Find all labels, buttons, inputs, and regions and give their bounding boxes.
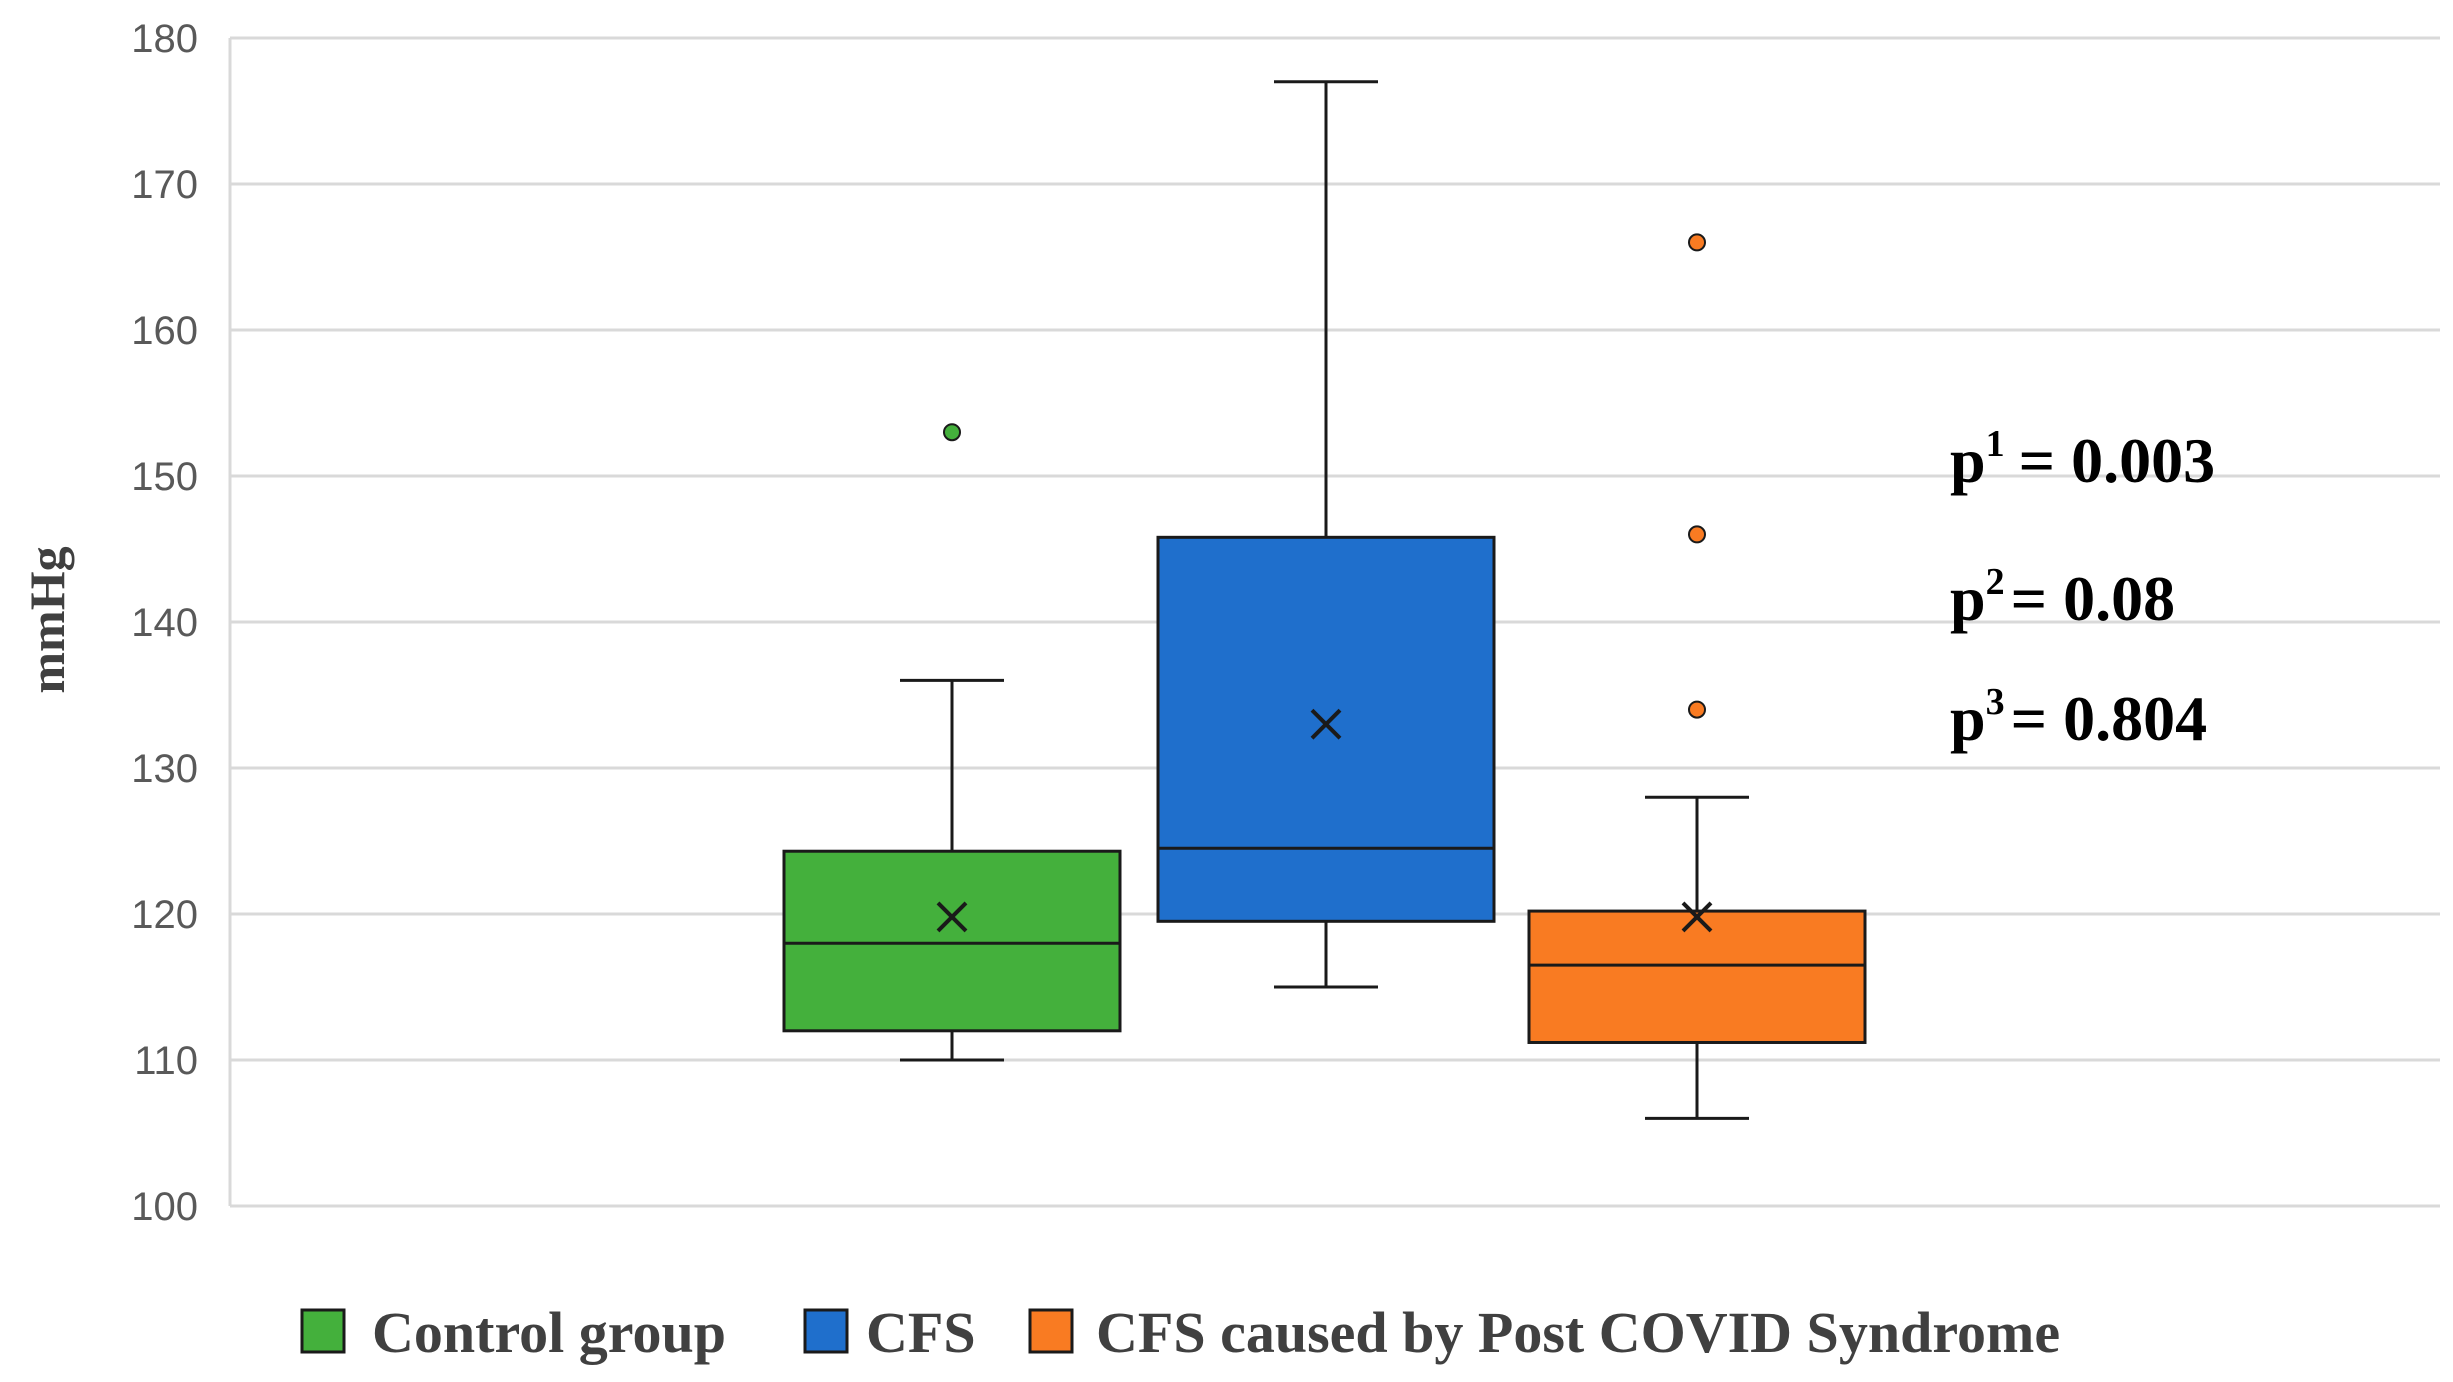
y-tick-label-130: 130 [131,747,198,791]
y-tick-label-170: 170 [131,163,198,207]
legend-swatch-post-covid [1028,1308,1074,1354]
outlier-3-3 [1688,233,1706,252]
legend-label-cfs: CFS [866,1300,976,1365]
outlier-3-1 [1688,700,1706,719]
p-value-1: p1 = 0.003 [1950,423,2215,496]
box-series [782,80,1867,1120]
y-tick-label-160: 160 [131,309,198,353]
p-value-2: p2= 0.08 [1950,561,2175,634]
p-value-1-base: p [1950,425,1986,496]
y-tick-label-120: 120 [131,893,198,937]
y-tick-label-180: 180 [131,17,198,61]
box-group-2 [1156,80,1496,989]
p-value-2-base: p [1950,563,1986,634]
y-tick-label-150: 150 [131,455,198,499]
outlier-3-2 [1688,525,1706,544]
legend-swatch-cfs [803,1308,849,1354]
p-value-2-sup: 2 [1986,561,2005,603]
y-tick-label-140: 140 [131,601,198,645]
y-axis-label: mmHg [19,546,75,693]
p-value-2-text: = 0.08 [2011,563,2175,634]
p-value-3: p3= 0.804 [1950,681,2207,754]
y-tick-label-100: 100 [131,1185,198,1229]
mean-marker-b-2 [1310,708,1342,740]
p-value-3-base: p [1950,683,1986,754]
y-axis-ticks: 100 110 120 130 140 150 160 170 180 [131,17,198,1229]
outlier-1-1 [943,423,961,442]
y-tick-label-110: 110 [134,1039,198,1083]
p-value-1-text: = 0.003 [2019,425,2215,496]
box-1 [782,849,1122,1033]
box-2 [1156,535,1496,923]
mean-marker-b-1 [936,901,968,933]
legend-label-control: Control group [372,1300,726,1365]
p-value-1-sup: 1 [1986,423,2005,465]
box-group-1 [782,423,1122,1062]
legend: Control group CFS CFS caused by Post COV… [300,1300,2060,1365]
box-3 [1527,909,1867,1044]
p-value-3-text: = 0.804 [2011,683,2207,754]
mean-marker-b-3 [1681,901,1713,933]
legend-label-post-covid: CFS caused by Post COVID Syndrome [1096,1300,2060,1365]
box-group-3 [1527,233,1867,1120]
p-value-3-sup: 3 [1986,681,2005,723]
legend-swatch-control [300,1308,346,1354]
